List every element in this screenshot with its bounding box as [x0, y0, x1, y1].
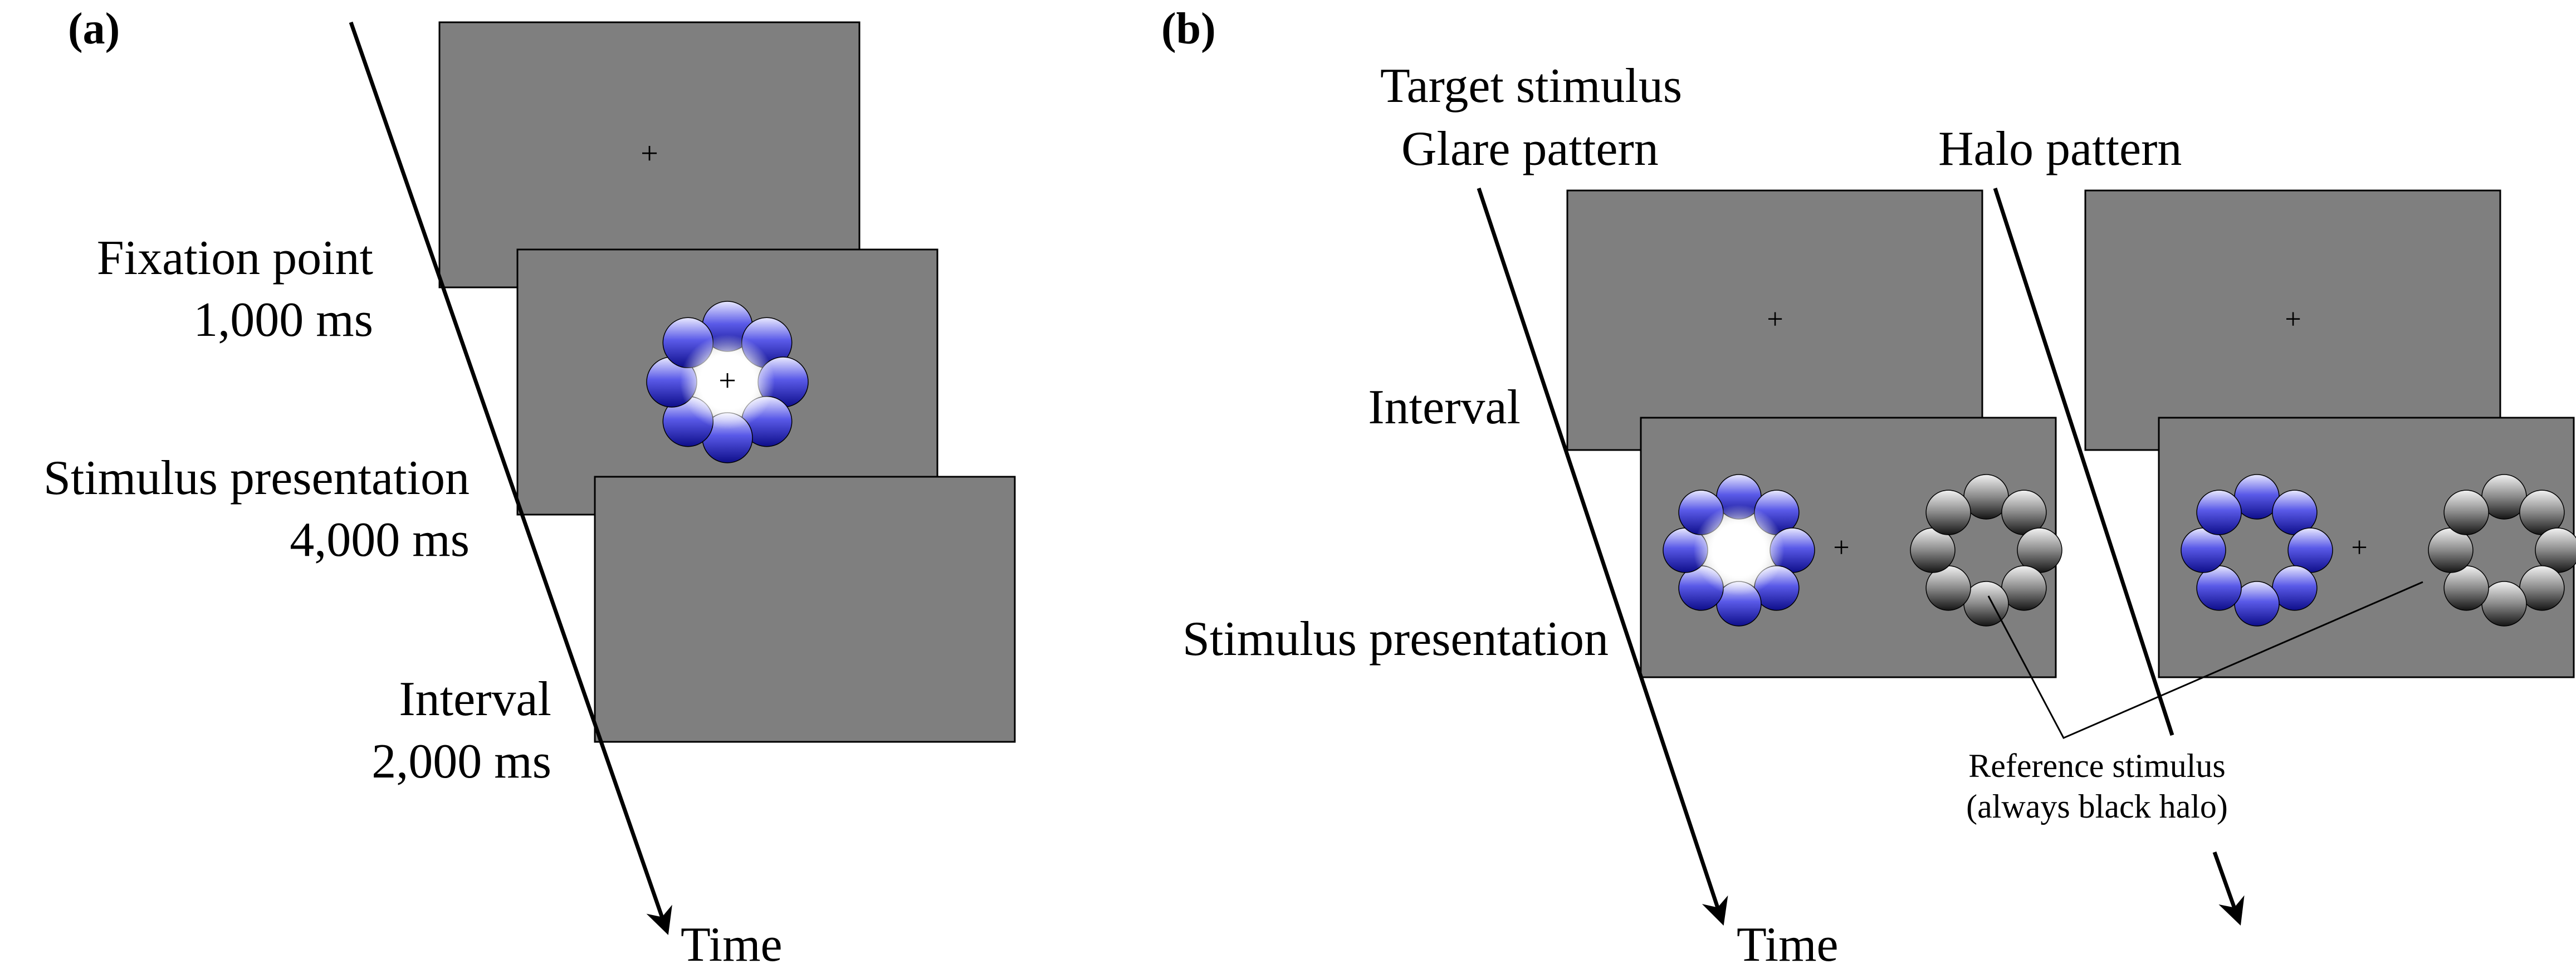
panel-b-interval-label: Interval: [1368, 380, 1521, 434]
glare-center-overlay: [680, 335, 775, 429]
reference-stimulus-sublabel: (always black halo): [1966, 788, 2228, 825]
glare-pattern-label: Glare pattern: [1401, 122, 1659, 176]
panel-a-time-arrow: [349, 21, 672, 935]
reference-pointer-lines: [1987, 581, 2423, 739]
ring-disc: [1925, 490, 1971, 535]
halo-time-arrow-upper: [1993, 187, 2174, 736]
reference-stimulus-label: Reference stimulus: [1968, 747, 2226, 784]
fixation-duration-label: 1,000 ms: [193, 293, 373, 347]
panel-a-stimulus-screen: +: [516, 248, 938, 516]
stimulus-duration-label: 4,000 ms: [290, 513, 470, 567]
glare-stimulus: [1663, 474, 1815, 627]
panel-a-label: (a): [68, 4, 120, 53]
halo-pattern-label: Halo pattern: [1938, 122, 2182, 176]
stimulus-presentation-label: Stimulus presentation: [43, 451, 470, 505]
glare-center-overlay: [1693, 505, 1785, 596]
halo-interval-screen: +: [2084, 189, 2501, 451]
panel-b-stimulus-presentation-label: Stimulus presentation: [1182, 612, 1609, 666]
ring-disc: [2196, 490, 2242, 535]
glare-interval-screen: +: [1566, 189, 1983, 451]
fixation-cross: +: [718, 364, 736, 398]
reference-stimulus: [2428, 474, 2576, 627]
fixation-cross: +: [1767, 304, 1783, 335]
interval-label: Interval: [399, 672, 551, 726]
fixation-cross: +: [2351, 532, 2367, 564]
fixation-point-label: Fixation point: [97, 231, 373, 285]
fixation-cross: +: [2285, 304, 2301, 335]
panel-a-time-label: Time: [681, 918, 783, 972]
panel-a-fixation-screen: +: [438, 21, 861, 288]
reference-stimulus: [1910, 474, 2062, 627]
glare-stimulus-screen: +: [1640, 417, 2062, 678]
fixation-cross: +: [641, 136, 658, 171]
panel-a-interval-screen: [594, 476, 1016, 743]
glare-time-arrow: [1477, 187, 1728, 926]
ring-disc: [2443, 490, 2489, 535]
panel-b-time-label: Time: [1737, 918, 1839, 972]
halo-stimulus-screen: +: [2158, 417, 2576, 678]
panel-b-label: (b): [1161, 4, 1216, 53]
fixation-cross: +: [1833, 532, 1849, 564]
interval-duration-label: 2,000 ms: [372, 735, 551, 789]
halo-time-arrow-lower: [2212, 851, 2245, 926]
target-stimulus-label: Target stimulus: [1380, 59, 1682, 113]
glare-stimulus: [646, 301, 809, 463]
halo-stimulus: [2181, 474, 2333, 627]
